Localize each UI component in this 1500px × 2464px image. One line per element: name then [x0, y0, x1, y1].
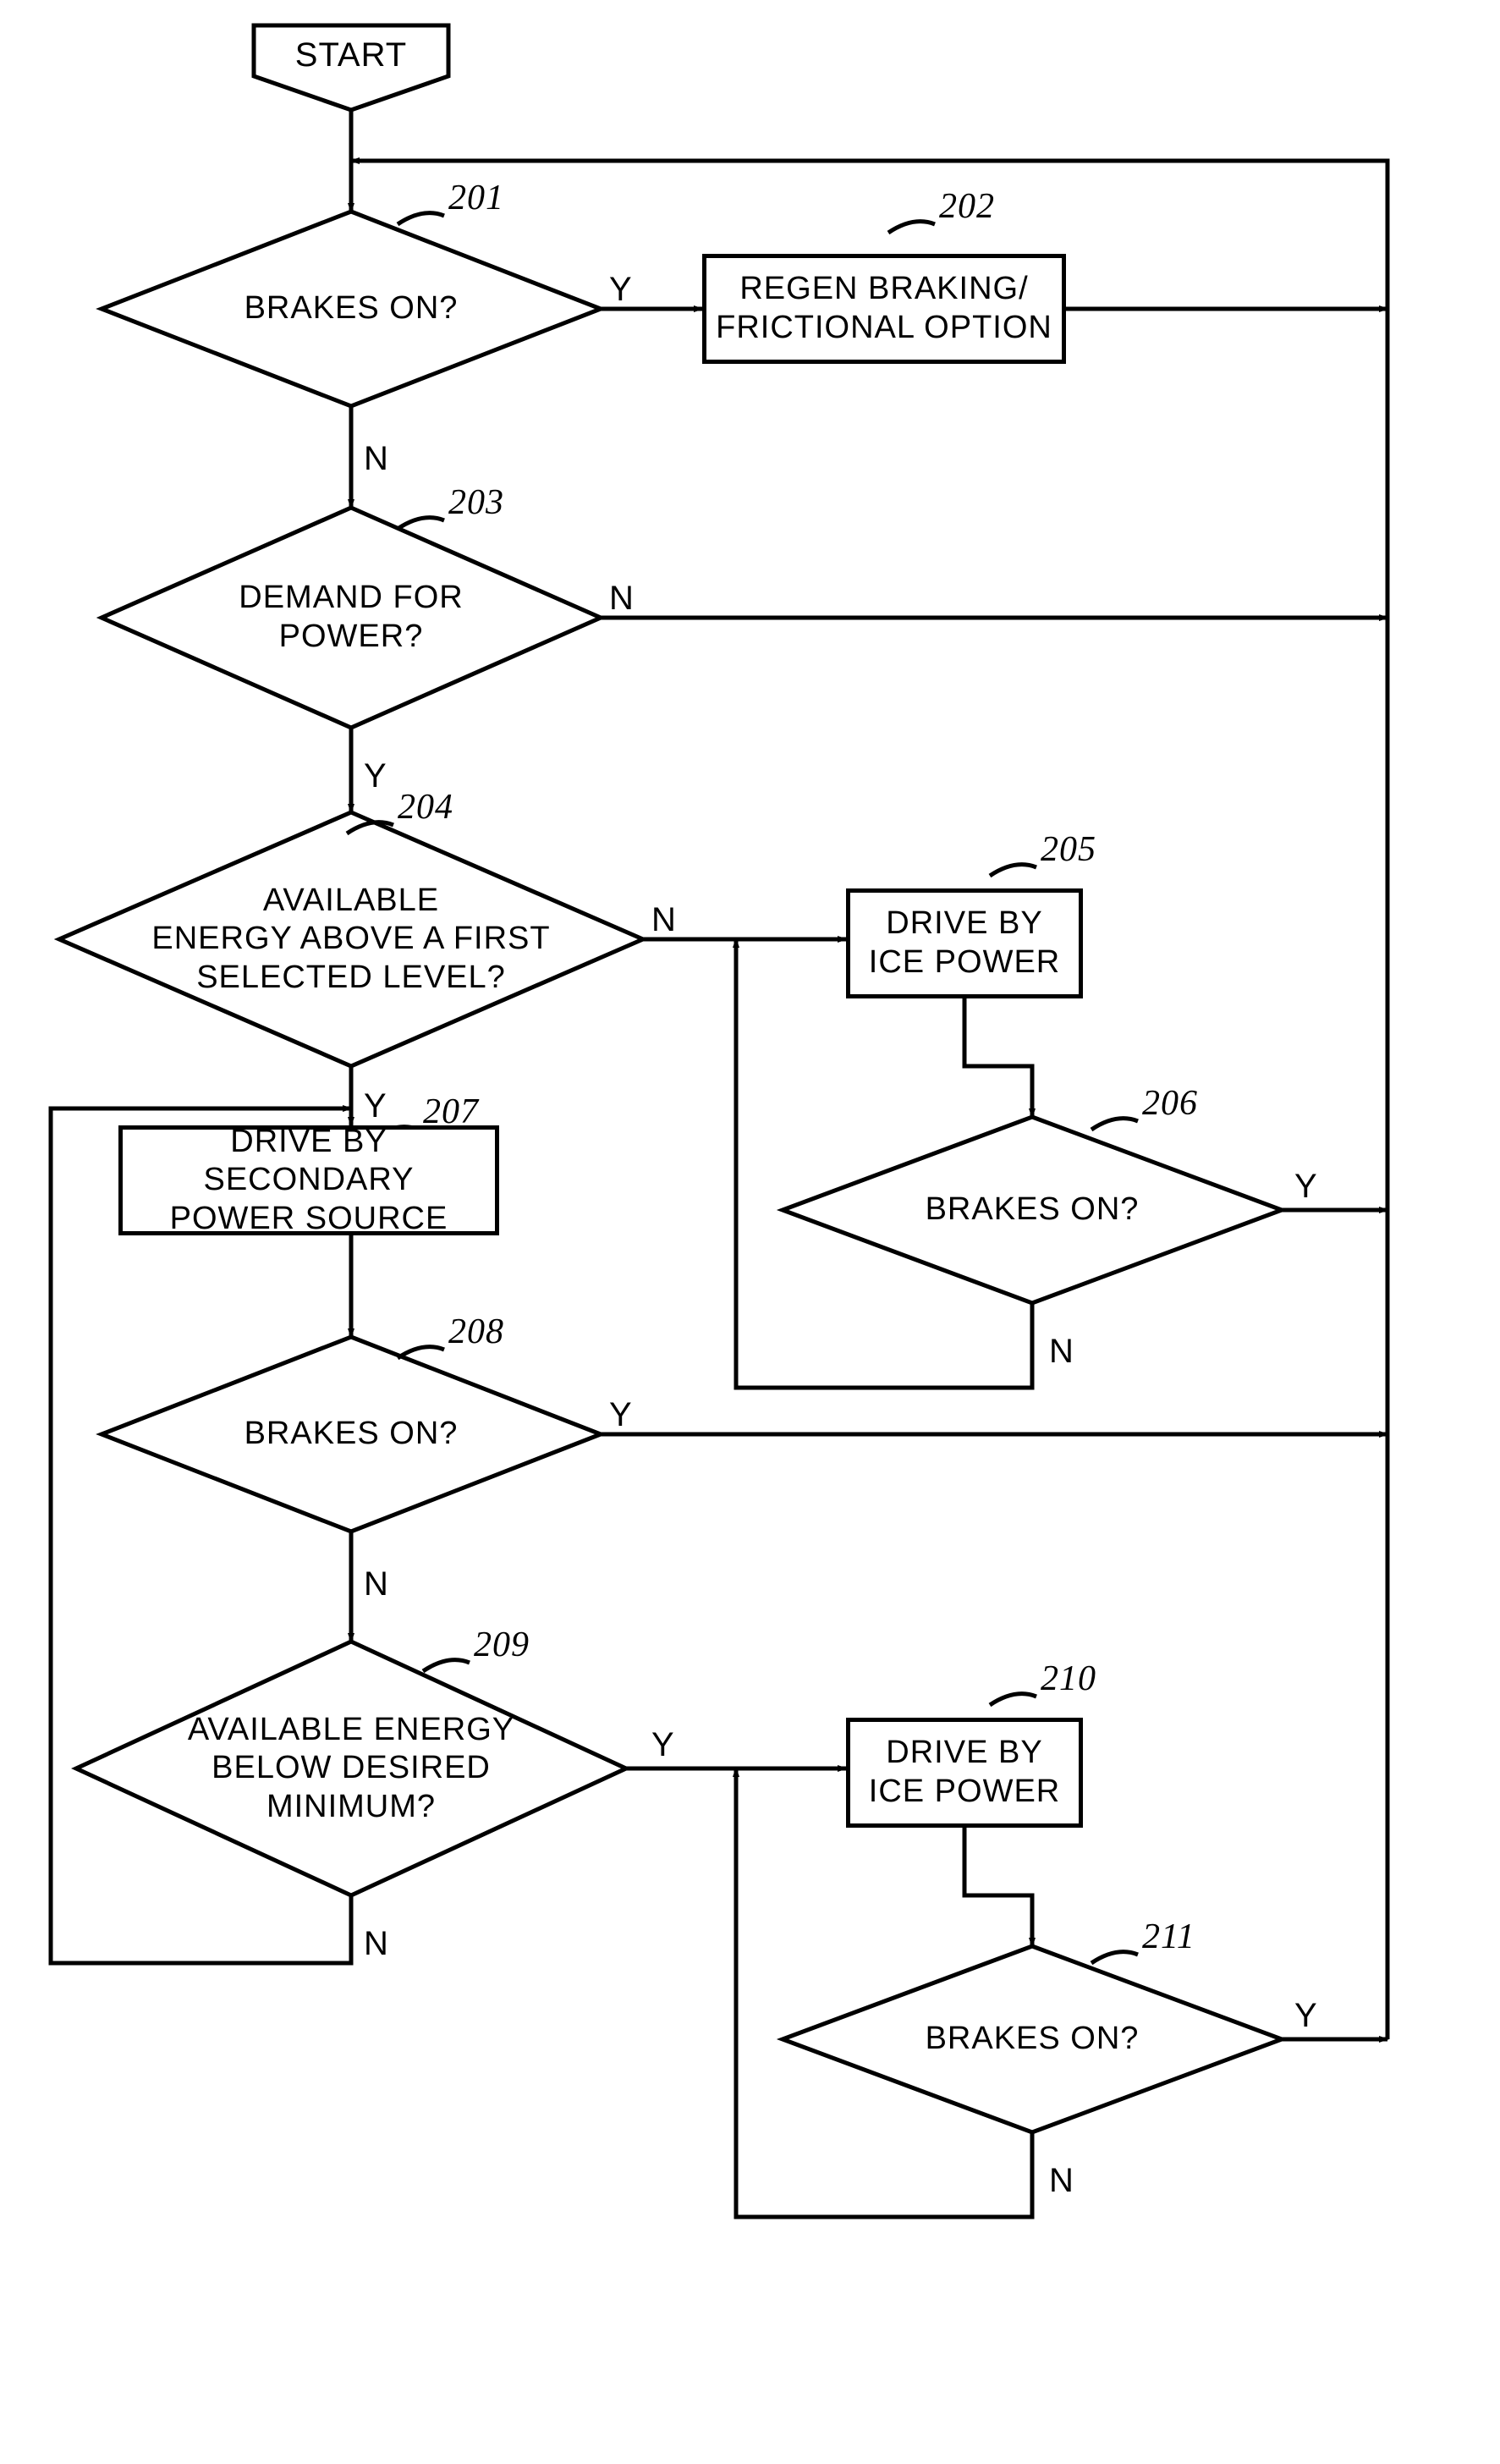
edge-label-d206_N: N: [1049, 1333, 1074, 1371]
p210-box: DRIVE BYICE POWER: [846, 1718, 1083, 1828]
edge-label-d206_Y: Y: [1294, 1168, 1318, 1206]
edge-label-d204_Y: Y: [364, 1087, 387, 1125]
p207-box: DRIVE BY SECONDARYPOWER SOURCE: [118, 1125, 499, 1235]
edge-label-d209_Y: Y: [651, 1726, 675, 1764]
edge-label-d203_Y: Y: [364, 757, 387, 795]
edge-label-d208_N: N: [364, 1565, 389, 1603]
edge-label-d204_N: N: [651, 901, 677, 939]
d203-ref: 203: [448, 482, 504, 523]
edge-label-d211_Y: Y: [1294, 1997, 1318, 2035]
p202-box: REGEN BRAKING/FRICTIONAL OPTION: [702, 254, 1066, 364]
d206-ref: 206: [1142, 1083, 1198, 1124]
p207-ref: 207: [423, 1092, 479, 1132]
d208-ref: 208: [448, 1312, 504, 1352]
edge-label-d201_N: N: [364, 440, 389, 478]
p205-box: DRIVE BYICE POWER: [846, 888, 1083, 998]
d209-ref: 209: [474, 1625, 530, 1665]
edge-label-d209_N: N: [364, 1925, 389, 1963]
d204-ref: 204: [398, 787, 453, 828]
edge-label-d201_Y: Y: [609, 271, 633, 309]
p205-ref: 205: [1041, 829, 1096, 870]
edge-label-d203_N: N: [609, 580, 635, 618]
p202-ref: 202: [939, 186, 995, 227]
edge-label-d211_N: N: [1049, 2162, 1074, 2200]
edge-label-d208_Y: Y: [609, 1396, 633, 1434]
d211-ref: 211: [1142, 1917, 1195, 1957]
p210-ref: 210: [1041, 1658, 1096, 1699]
d201-ref: 201: [448, 178, 504, 218]
